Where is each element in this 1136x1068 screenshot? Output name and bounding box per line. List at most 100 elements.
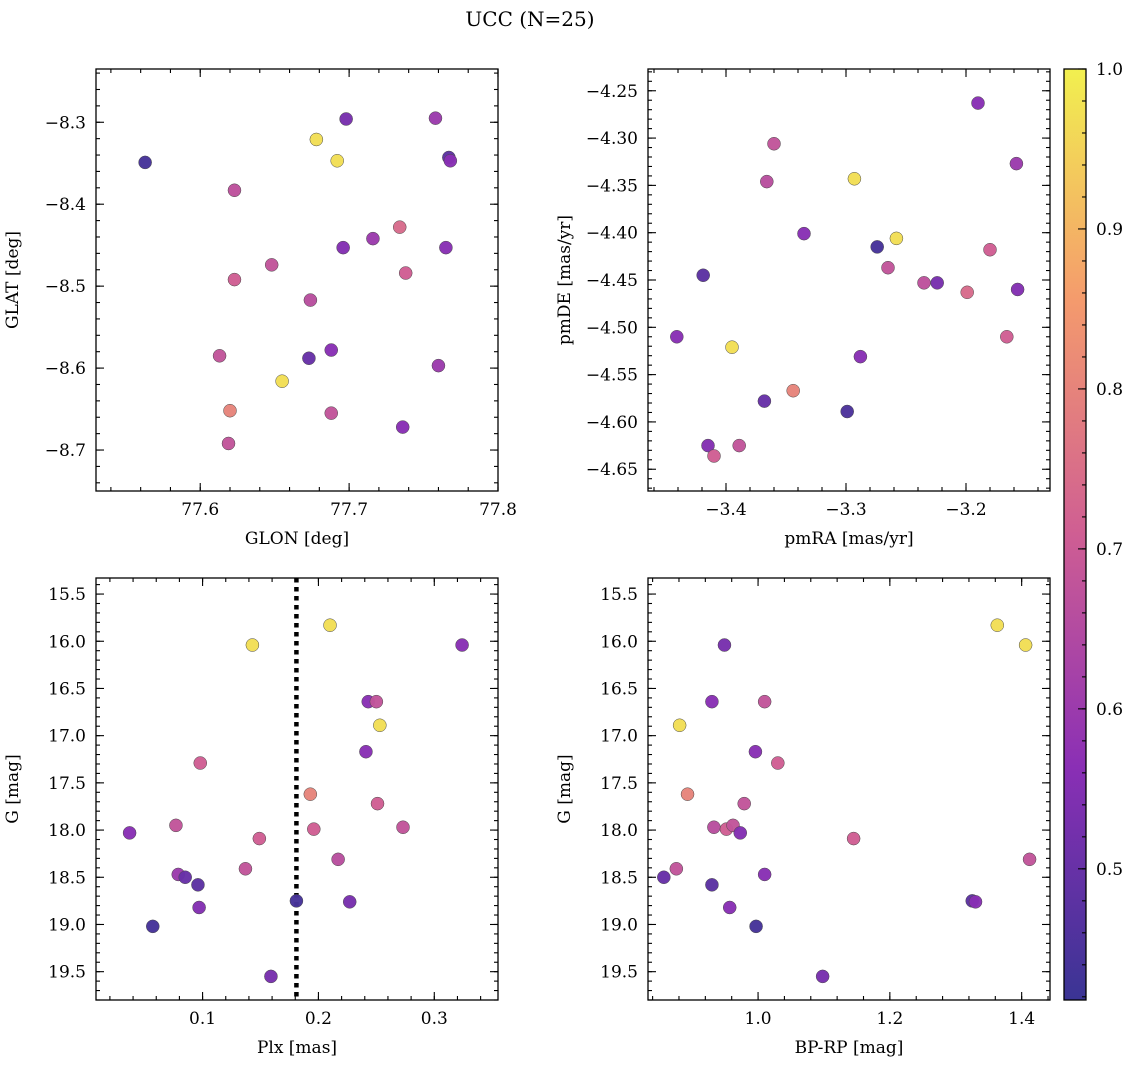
y-tick-label: 19.5 bbox=[600, 963, 638, 983]
data-point bbox=[339, 112, 353, 126]
colorbar-gradient bbox=[1064, 69, 1086, 1000]
x-tick-label: 77.7 bbox=[330, 500, 368, 520]
y-tick-label: −4.35 bbox=[586, 176, 638, 196]
data-point bbox=[797, 226, 811, 241]
y-tick-label: 17.5 bbox=[48, 774, 86, 794]
data-point bbox=[191, 878, 205, 892]
data-point bbox=[1010, 282, 1025, 297]
data-point bbox=[696, 268, 710, 283]
data-point bbox=[930, 276, 944, 290]
y-tick-label: 18.5 bbox=[600, 868, 638, 888]
data-point bbox=[757, 867, 772, 882]
x-tick-label: 0.2 bbox=[305, 1009, 332, 1029]
y-tick-label: −8.7 bbox=[45, 441, 86, 461]
data-point bbox=[733, 826, 748, 840]
data-point bbox=[707, 449, 721, 463]
data-point bbox=[968, 895, 983, 909]
data-point bbox=[757, 394, 772, 408]
data-point bbox=[707, 820, 721, 834]
data-point bbox=[331, 852, 345, 867]
data-point bbox=[395, 420, 410, 434]
x-tick-label: 0.1 bbox=[189, 1009, 216, 1029]
data-point bbox=[680, 787, 695, 801]
data-point bbox=[392, 220, 407, 234]
data-point bbox=[439, 240, 453, 255]
data-point bbox=[370, 796, 385, 811]
x-tick-label: −3.3 bbox=[825, 500, 866, 520]
data-point bbox=[1022, 852, 1037, 867]
colorbar-tick-label: 0.6 bbox=[1096, 700, 1123, 720]
y-tick-label: −4.55 bbox=[586, 366, 638, 386]
data-point bbox=[443, 154, 458, 168]
data-point bbox=[221, 436, 236, 451]
data-point bbox=[309, 132, 324, 147]
x-tick-label: 77.6 bbox=[181, 500, 219, 520]
figure-title: UCC (N=25) bbox=[465, 7, 594, 31]
y-tick-label: −8.5 bbox=[45, 277, 86, 297]
data-point bbox=[722, 900, 737, 915]
colorbar-tick-label: 0.8 bbox=[1096, 380, 1123, 400]
y-axis-label: G [mag] bbox=[3, 754, 23, 823]
y-tick-label: 17.0 bbox=[48, 727, 86, 747]
plot-frame bbox=[95, 577, 499, 1001]
data-point bbox=[786, 383, 800, 398]
y-axis-label: pmDE [mas/yr] bbox=[555, 215, 575, 345]
y-tick-label: 19.0 bbox=[48, 915, 86, 935]
data-point bbox=[324, 343, 338, 357]
data-point bbox=[748, 744, 763, 759]
data-point bbox=[971, 96, 985, 110]
y-axis-label: G [mag] bbox=[555, 754, 575, 823]
panel-pmra-pmde: −4.25 −4.30 −4.35 −4.40 −4.45 −4.50 −4.55 −4.60… bbox=[555, 68, 1051, 549]
data-point bbox=[398, 266, 413, 280]
data-point bbox=[342, 895, 357, 909]
data-point bbox=[767, 136, 781, 151]
data-point bbox=[238, 862, 253, 876]
y-tick-label: 16.5 bbox=[48, 679, 86, 699]
plot-frame bbox=[647, 577, 1051, 1001]
data-point bbox=[455, 638, 469, 652]
data-point bbox=[960, 285, 974, 300]
y-tick-label: 18.0 bbox=[48, 821, 86, 841]
data-point bbox=[227, 183, 242, 198]
data-point bbox=[373, 718, 387, 733]
data-point bbox=[1009, 156, 1024, 171]
data-point bbox=[657, 870, 671, 885]
data-point bbox=[264, 258, 279, 272]
data-point bbox=[669, 862, 684, 876]
x-axis-label: Plx [mas] bbox=[257, 1038, 337, 1058]
y-tick-label: −4.50 bbox=[586, 318, 638, 338]
data-point bbox=[122, 826, 137, 840]
data-point bbox=[138, 155, 152, 170]
data-point bbox=[336, 240, 350, 255]
data-point bbox=[330, 154, 344, 168]
data-point bbox=[227, 272, 242, 287]
panel-plx-g: 15.5 16.0 16.5 17.0 17.5 18.0 18.5 19.0 19.5 0.1 0… bbox=[3, 577, 499, 1058]
data-point bbox=[749, 919, 763, 934]
y-tick-label: −8.6 bbox=[45, 359, 86, 379]
y-axis-label: GLAT [deg] bbox=[3, 231, 23, 329]
data-point bbox=[840, 404, 854, 419]
plot-frame bbox=[95, 68, 499, 492]
data-point bbox=[717, 638, 732, 652]
x-axis-label: BP-RP [mag] bbox=[795, 1038, 904, 1058]
colorbar-frame bbox=[1063, 68, 1087, 1001]
colorbar-tick-label: 0.5 bbox=[1096, 860, 1123, 880]
data-point bbox=[870, 240, 884, 254]
data-point bbox=[212, 349, 227, 363]
data-point bbox=[1018, 638, 1033, 652]
y-tick-label: −4.60 bbox=[586, 413, 638, 433]
panel-glon-glat: −8.3 −8.4 −8.5 −8.6 −8.7 77.6 77.7 77.8 GLON [d… bbox=[3, 68, 517, 549]
x-axis-label: GLON [deg] bbox=[245, 529, 349, 549]
panel-bprp-g: 15.5 16.0 16.5 17.0 17.5 18.0 18.5 19.0 19.5 1.0 1… bbox=[555, 577, 1051, 1058]
x-axis-label: pmRA [mas/yr] bbox=[784, 529, 913, 549]
x-tick-label: 1.4 bbox=[1008, 1009, 1035, 1029]
x-tick-label: −3.4 bbox=[705, 500, 746, 520]
data-point bbox=[917, 276, 931, 290]
y-tick-label: 16.0 bbox=[48, 632, 86, 652]
data-point bbox=[815, 969, 830, 984]
y-tick-label: 19.5 bbox=[48, 963, 86, 983]
data-point bbox=[670, 330, 684, 344]
data-point bbox=[264, 969, 278, 984]
data-point bbox=[431, 358, 446, 373]
data-point bbox=[302, 351, 316, 366]
